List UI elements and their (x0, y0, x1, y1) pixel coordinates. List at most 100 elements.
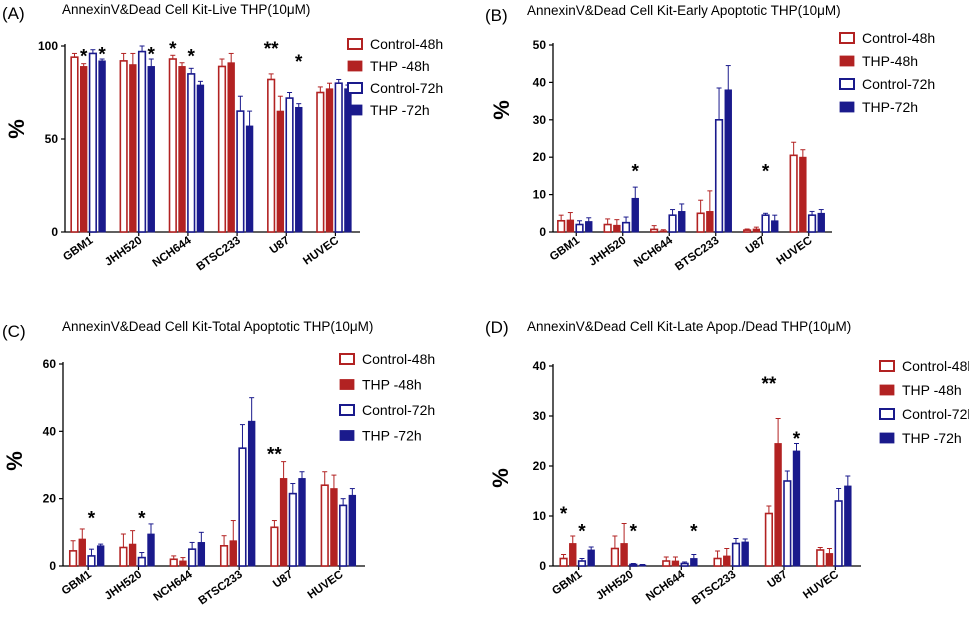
significance-marker: ** (264, 39, 279, 60)
bar (783, 480, 792, 567)
significance-marker: * (138, 509, 146, 530)
bar (320, 484, 329, 567)
bar (187, 73, 196, 233)
bar (577, 560, 587, 567)
bar (789, 154, 798, 233)
legend-label: Control-72h (370, 80, 443, 96)
bar (844, 485, 852, 567)
x-tick-label: GBM1 (61, 234, 96, 263)
y-tick-label: 50 (45, 132, 59, 146)
bar (279, 478, 288, 567)
y-axis-label: % (488, 468, 513, 488)
legend-swatch (339, 430, 355, 441)
x-tick-label: JHH520 (594, 569, 635, 603)
bar (325, 88, 334, 233)
bar (238, 447, 247, 567)
chart-title: AnnexinV&Dead Cell Kit-Total Apoptotic T… (62, 319, 373, 334)
significance-marker: ** (267, 445, 282, 466)
x-tick-label: GBM1 (550, 568, 585, 597)
bar (743, 229, 752, 233)
significance-marker: * (88, 509, 96, 530)
panel-c: (C) AnnexinV&Dead Cell Kit-Total Apoptot… (2, 319, 435, 607)
panel-label: (D) (485, 318, 509, 337)
legend-label: Control-48h (902, 358, 969, 374)
y-tick-label: 0 (49, 559, 56, 573)
bar (731, 542, 741, 567)
bar (662, 560, 671, 567)
bar (267, 78, 276, 233)
legend-label: Control-72h (362, 402, 435, 418)
chart-title: AnnexinV&Dead Cell Kit-Early Apoptotic T… (527, 3, 841, 18)
x-tick-label: JHH520 (587, 235, 628, 269)
y-axis-label: % (489, 100, 514, 120)
bar (348, 494, 357, 567)
bar (713, 557, 722, 567)
chart-title: AnnexinV&Dead Cell Kit-Late Apop./Dead T… (527, 319, 851, 334)
bar (197, 542, 206, 567)
legend-swatch (839, 78, 855, 90)
panel-label: (B) (485, 6, 508, 25)
bar (764, 512, 773, 567)
legend-swatch (339, 353, 355, 365)
y-tick-label: 30 (533, 409, 547, 423)
bar (270, 526, 279, 567)
legend-swatch (839, 55, 855, 67)
bar (96, 545, 105, 567)
y-tick-label: 50 (533, 38, 547, 52)
bar (330, 488, 338, 567)
legend-swatch (339, 404, 355, 416)
y-tick-label: 10 (533, 188, 547, 202)
bar (295, 106, 303, 233)
bar (575, 223, 584, 233)
bar (247, 420, 256, 567)
x-tick-label: U87 (271, 569, 295, 591)
legend-label: Control-72h (862, 76, 935, 92)
legend-swatch (347, 60, 363, 72)
bar (706, 211, 714, 233)
bar (771, 220, 779, 233)
bar (825, 553, 834, 567)
bar (79, 66, 88, 233)
bar (68, 550, 78, 567)
bar (638, 564, 647, 567)
bar (671, 560, 680, 567)
significance-marker: * (632, 161, 640, 182)
significance-marker: * (188, 46, 196, 67)
x-tick-label: GBM1 (548, 234, 583, 263)
legend-label: THP -72h (362, 428, 422, 444)
y-tick-label: 100 (38, 39, 58, 53)
legend-label: THP-48h (862, 53, 918, 69)
bar (196, 84, 205, 233)
bar (714, 119, 724, 233)
bar (834, 500, 843, 567)
bar (610, 547, 619, 567)
bar (334, 82, 343, 233)
bar (217, 65, 227, 233)
bar (87, 555, 96, 567)
bar (188, 548, 197, 567)
bar (799, 156, 807, 233)
bar (741, 541, 749, 567)
x-tick-label: BTSC233 (673, 235, 721, 274)
significance-marker: ** (762, 374, 777, 395)
bar (285, 97, 294, 233)
significance-marker: * (148, 45, 156, 66)
bar (288, 492, 297, 567)
bar (169, 558, 178, 567)
bar (620, 543, 628, 567)
y-tick-label: 60 (43, 357, 57, 371)
legend-label: Control-72h (902, 406, 969, 422)
x-tick-label: JHH520 (103, 569, 144, 603)
bar (650, 228, 659, 233)
legend-swatch (839, 101, 855, 113)
bar (137, 556, 146, 567)
bar (98, 60, 106, 233)
legend-swatch (879, 360, 895, 372)
y-tick-label: 0 (539, 559, 546, 573)
bar (227, 62, 235, 233)
bar (78, 538, 86, 567)
bar (236, 110, 245, 233)
legend-swatch (347, 38, 363, 50)
significance-marker: * (98, 45, 106, 66)
